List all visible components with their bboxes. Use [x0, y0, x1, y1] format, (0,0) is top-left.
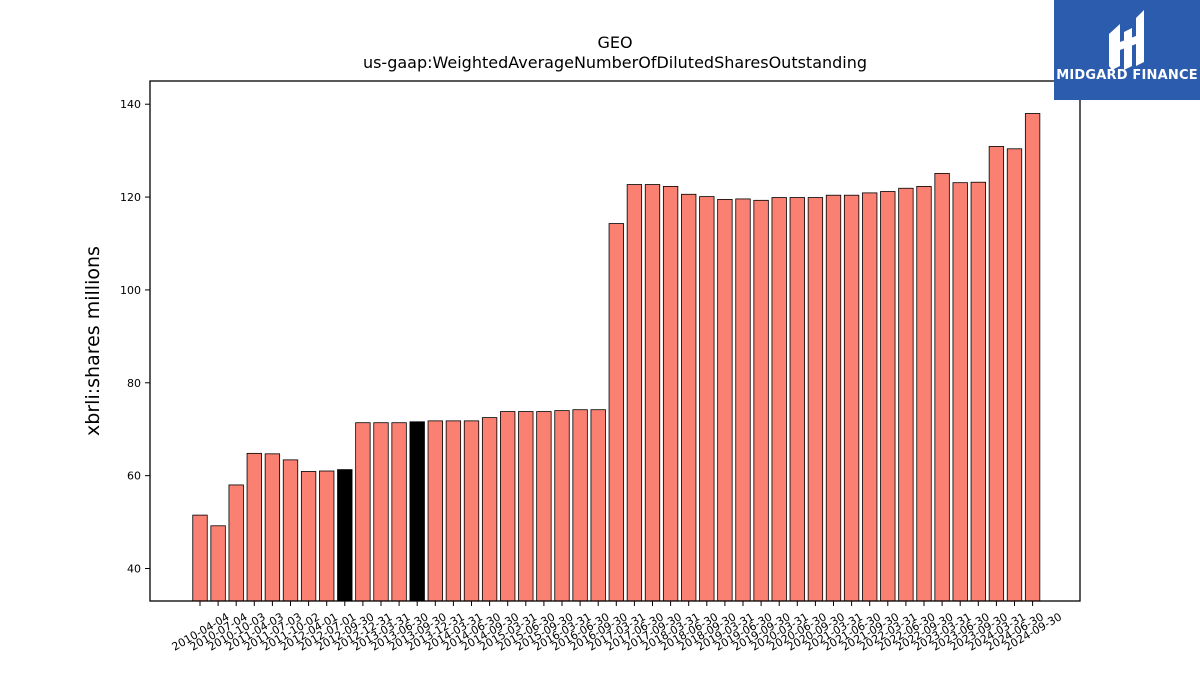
y-axis-label: xbrli:shares millions [82, 246, 104, 436]
bar-2012-04-01 [300, 471, 317, 602]
bar-2024-03-31 [988, 146, 1005, 602]
bar-2014-03-31 [445, 420, 462, 602]
y-tick-label: 120 [120, 191, 141, 204]
bar-2012-07-01 [319, 470, 335, 602]
logo-text: MIDGARD FINANCE [1056, 68, 1198, 83]
bar-2024-09-30 [1024, 113, 1041, 602]
bar-2021-03-31 [825, 194, 842, 602]
y-tick-label: 60 [127, 470, 141, 483]
bar-2018-03-31 [662, 185, 679, 602]
bar-2015-06-30 [518, 411, 534, 602]
bar-2011-10-02 [282, 459, 299, 602]
bar-2011-07-03 [264, 453, 281, 602]
bar-2023-09-30 [970, 181, 986, 602]
bar-2014-09-30 [481, 417, 498, 602]
bar-2017-06-30 [626, 184, 643, 602]
bar-2010-07-04 [210, 525, 226, 602]
bar-2021-06-30 [843, 194, 860, 602]
y-tick-label: 40 [127, 563, 141, 576]
y-tick-label: 80 [127, 377, 141, 390]
plot-frame [149, 80, 1081, 602]
bar-2022-06-30 [898, 187, 914, 602]
bar-2016-06-30 [572, 409, 588, 602]
bar-2019-09-30 [753, 199, 769, 602]
bar-2017-09-30 [644, 184, 661, 602]
bar-2016-03-31 [554, 410, 570, 602]
bar-2023-03-31 [934, 172, 950, 602]
chart-subtitle: us-gaap:WeightedAverageNumberOfDilutedSh… [363, 53, 867, 72]
y-tick-label: 140 [120, 98, 141, 111]
bar-2010-04-04 [192, 514, 208, 602]
brand-logo: MIDGARD FINANCE [1054, 0, 1200, 100]
y-tick-label: 100 [120, 284, 141, 297]
bar-2020-03-31 [771, 197, 787, 602]
bar-2019-03-31 [717, 198, 733, 602]
bar-2023-06-30 [952, 182, 968, 602]
midgard-logo-icon [1109, 10, 1144, 70]
bar-2020-06-30 [789, 197, 805, 602]
bar-2010-10-03 [228, 484, 244, 602]
bar-2015-09-30 [536, 411, 552, 602]
bar-2013-03-31 [373, 422, 389, 602]
bar-2012-09-30 [337, 469, 353, 602]
bar-2011-04-03 [246, 452, 262, 602]
bar-2020-09-30 [807, 197, 824, 602]
bar-2015-03-31 [500, 411, 516, 602]
x-axis: 2010-04-042010-07-042010-10-032011-04-03… [170, 601, 1064, 654]
bar-2024-06-30 [1006, 148, 1023, 602]
bar-2021-09-30 [862, 192, 878, 602]
bar-2013-06-30 [391, 422, 407, 602]
bar-2017-03-31 [608, 223, 624, 602]
bar-2022-09-30 [916, 185, 932, 602]
bar-2016-09-30 [590, 409, 606, 602]
bars-group [192, 113, 1041, 602]
bar-2014-06-30 [463, 420, 480, 602]
bar-2019-06-30 [735, 198, 751, 602]
bar-2018-06-30 [681, 193, 697, 602]
bar-2022-03-31 [880, 191, 896, 602]
bar-2013-09-30 [409, 421, 425, 602]
bar-2012-12-31 [355, 422, 371, 602]
chart-title: GEO [597, 33, 632, 52]
bar-2018-09-30 [699, 196, 715, 602]
bar-2013-12-31 [427, 420, 443, 602]
y-axis: 40 60 80 100 120 140 [120, 98, 150, 576]
